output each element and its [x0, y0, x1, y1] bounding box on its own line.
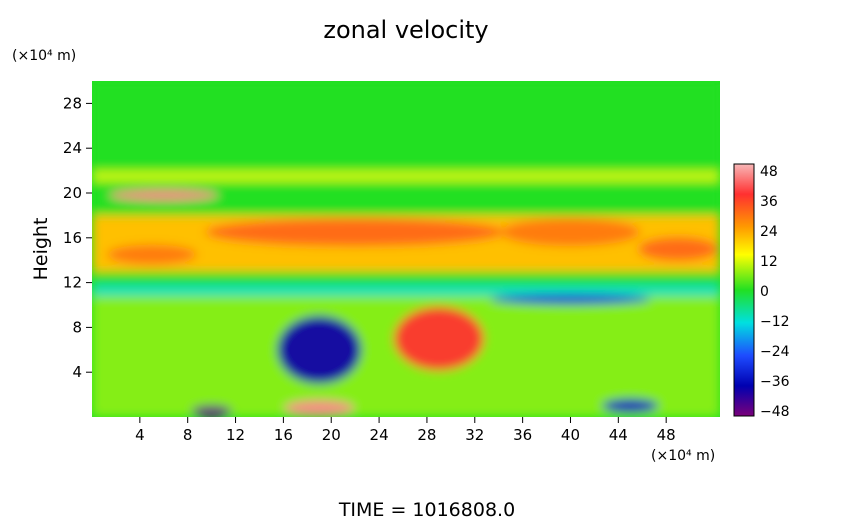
y-tick-label: 4	[72, 363, 82, 381]
y-axis-label: Height	[30, 218, 52, 281]
y-axis-ticks: 4 8 12 16 20 24 28	[63, 94, 92, 381]
colorbar-tick-label: 0	[760, 284, 769, 300]
x-tick-label: 16	[274, 426, 293, 444]
colorbar-tick-label: −12	[760, 314, 790, 330]
feature-1	[205, 218, 506, 247]
plot-area	[92, 81, 720, 417]
feature-10	[602, 398, 659, 413]
x-tick-label: 48	[657, 426, 676, 444]
colorbar-tick-label: 24	[760, 224, 778, 240]
y-tick-label: 24	[63, 139, 82, 157]
feature-6	[393, 306, 484, 371]
x-axis-ticks: 4 8 12 16 20 24 28 32 36 40 44 48	[135, 417, 676, 444]
feature-4	[106, 244, 197, 265]
time-footer: TIME = 1016808.0	[338, 499, 515, 519]
colorbar-gradient	[733, 163, 755, 417]
feature-7	[490, 294, 651, 305]
colorbar-tick-label: −24	[760, 344, 790, 360]
feature-2	[500, 218, 641, 247]
x-tick-label: 40	[561, 426, 580, 444]
x-tick-label: 32	[465, 426, 484, 444]
feature-3	[638, 237, 719, 261]
x-tick-label: 4	[135, 426, 145, 444]
x-tick-label: 44	[609, 426, 628, 444]
x-tick-label: 8	[183, 426, 193, 444]
x-tick-label: 28	[417, 426, 436, 444]
y-tick-label: 8	[72, 318, 82, 336]
colorbar-tick-label: 36	[760, 194, 778, 210]
colorbar-tick-label: 12	[760, 254, 778, 270]
y-tick-label: 16	[63, 229, 82, 247]
y-tick-label: 28	[63, 94, 82, 112]
band-upper-streak	[92, 170, 720, 182]
chart-title: zonal velocity	[323, 16, 488, 44]
x-tick-label: 20	[322, 426, 341, 444]
band-cyan-line	[92, 284, 720, 297]
colorbar-tick-label: −48	[760, 404, 790, 420]
x-tick-label: 12	[226, 426, 245, 444]
feature-0	[108, 189, 219, 202]
x-tick-label: 36	[513, 426, 532, 444]
feature-9	[191, 405, 232, 417]
y-tick-label: 20	[63, 184, 82, 202]
y-tick-label: 12	[63, 274, 82, 292]
colorbar-tick-label: 48	[760, 164, 778, 180]
feature-5	[277, 315, 362, 384]
x-unit-label: (×10⁴ m)	[651, 448, 715, 464]
feature-8	[284, 400, 355, 417]
colorbar-tick-label: −36	[760, 374, 790, 390]
colorbar-ticks: 48 36 24 12 0 −12 −24 −36 −48	[760, 164, 790, 420]
colorbar: 48 36 24 12 0 −12 −24 −36 −48	[733, 163, 790, 420]
y-unit-label: (×10⁴ m)	[12, 48, 76, 64]
x-tick-label: 24	[370, 426, 389, 444]
velocity-field	[92, 81, 720, 417]
